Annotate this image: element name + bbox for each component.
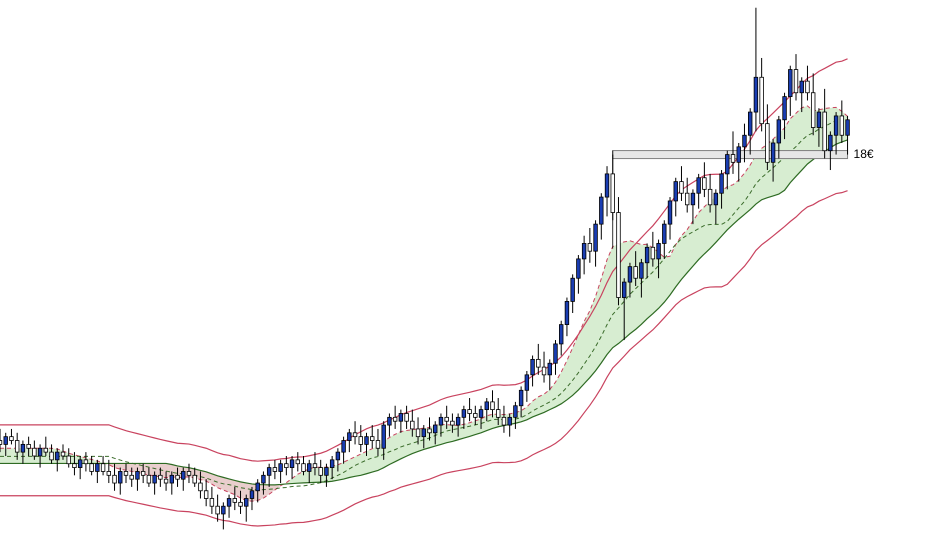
chart-canvas — [0, 0, 929, 541]
price-line-label: 18€ — [854, 147, 874, 161]
candlestick-chart: 18€ — [0, 0, 929, 541]
